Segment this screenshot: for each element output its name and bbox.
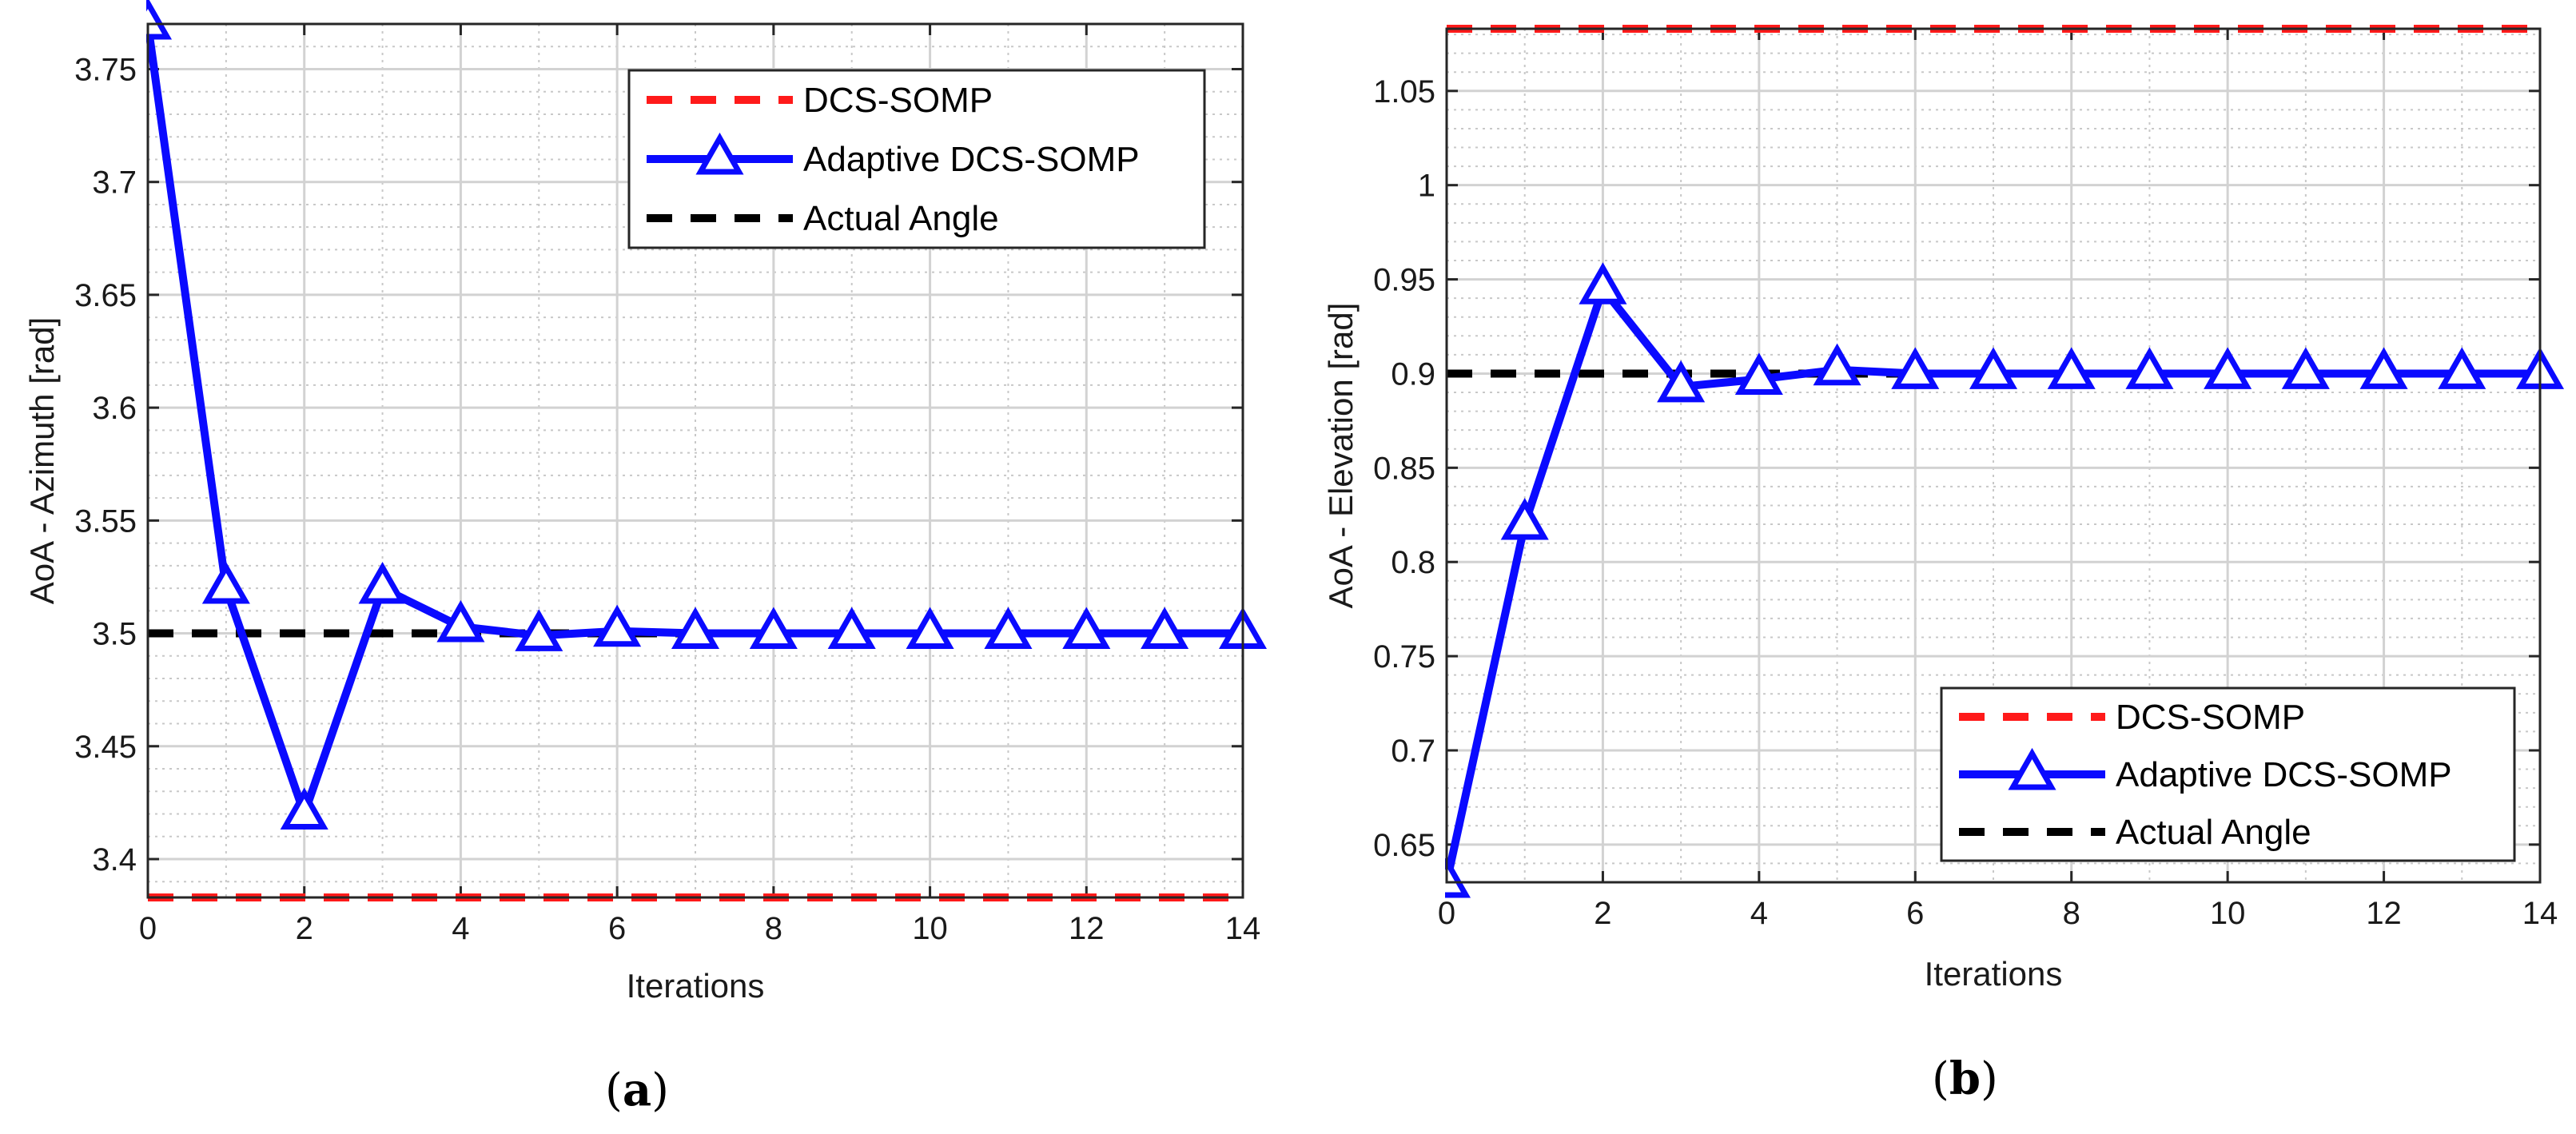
data-point <box>436 599 485 643</box>
x-tick-label: 14 <box>1225 911 1261 946</box>
x-tick-label: 6 <box>1906 896 1924 931</box>
y-tick-label: 3.55 <box>74 503 137 539</box>
data-point <box>2359 347 2408 389</box>
y-axis-label: AoA - Elevation [rad] <box>1322 303 1360 609</box>
y-tick-label: 1.05 <box>1373 74 1435 109</box>
x-tick-label: 2 <box>1594 896 1611 931</box>
y-tick-label: 3.6 <box>92 391 137 426</box>
legend: DCS-SOMP Adaptive DCS-SOMP Actual Angle <box>1940 686 2516 862</box>
x-axis-label: Iterations <box>1925 955 2063 993</box>
data-point <box>827 607 876 650</box>
data-point <box>1891 347 1940 389</box>
data-point <box>2047 347 2096 389</box>
x-tick-label: 4 <box>1750 896 1768 931</box>
y-tick-label: 3.5 <box>92 617 137 652</box>
data-point <box>1579 262 1627 304</box>
caption-close: ) <box>1981 1053 1998 1105</box>
legend: DCS-SOMP Adaptive DCS-SOMP Actual Angle <box>627 69 1206 249</box>
y-tick-label: 0.9 <box>1391 356 1435 392</box>
x-tick-label: 0 <box>1438 896 1455 931</box>
ticks: 0 2 4 6 8 10 12 14 3.4 3.45 3.5 3.55 3.6 3.65 3.7 3.75 <box>74 24 1260 946</box>
data-point <box>1062 607 1111 650</box>
legend-label: Actual Angle <box>803 199 999 238</box>
data-point <box>1813 343 1861 386</box>
legend-label: Adaptive DCS-SOMP <box>2116 755 2452 794</box>
x-tick-label: 8 <box>765 911 782 946</box>
data-point <box>906 607 954 650</box>
legend-label: Actual Angle <box>2116 813 2311 852</box>
data-point <box>671 607 720 650</box>
legend-label: DCS-SOMP <box>803 81 993 120</box>
y-tick-label: 3.7 <box>92 165 137 201</box>
data-point <box>1500 497 1549 540</box>
x-tick-label: 12 <box>2366 896 2402 931</box>
data-point <box>1445 855 1471 898</box>
chart-panel-b: 0 2 4 6 8 10 12 14 0.65 0.7 0.75 0.8 0.85 0.9 0.95 1 1.0… <box>1322 25 2565 1105</box>
x-tick-label: 14 <box>2522 896 2558 931</box>
data-point <box>2125 347 2174 389</box>
legend-marker <box>2008 747 2056 790</box>
y-tick-label: 0.95 <box>1373 263 1435 298</box>
y-tick-label: 3.65 <box>74 278 137 313</box>
data-point <box>1969 347 2018 389</box>
x-tick-label: 6 <box>608 911 626 946</box>
x-tick-label: 2 <box>296 911 313 946</box>
x-tick-label: 10 <box>912 911 948 946</box>
data-point <box>2438 347 2486 389</box>
y-tick-label: 3.75 <box>74 52 137 87</box>
y-tick-label: 0.85 <box>1373 451 1435 486</box>
legend-label: Adaptive DCS-SOMP <box>803 140 1140 179</box>
y-tick-label: 1 <box>1418 169 1435 204</box>
panel-caption: (a) <box>605 1064 669 1116</box>
data-point <box>2204 347 2252 389</box>
panel-caption: (b) <box>1932 1052 1998 1105</box>
y-axis-label: AoA - Azimuth [rad] <box>23 317 61 605</box>
y-tick-label: 3.4 <box>92 842 137 877</box>
chart-panel-a: 0 2 4 6 8 10 12 14 3.4 3.45 3.5 3.55 3.6 3.65 3.7 3.75 I… <box>23 0 1268 1116</box>
data-point <box>1657 360 1706 403</box>
data-point <box>201 561 250 604</box>
caption-close: ) <box>651 1064 669 1116</box>
data-point <box>515 609 563 651</box>
caption-letter: a <box>623 1064 651 1116</box>
data-point <box>1734 352 1783 395</box>
x-tick-label: 8 <box>2063 896 2080 931</box>
y-tick-label: 0.65 <box>1373 828 1435 863</box>
data-point <box>280 787 328 830</box>
y-tick-label: 0.75 <box>1373 639 1435 674</box>
caption-open: ( <box>1932 1053 1949 1105</box>
data-point <box>984 607 1033 650</box>
y-tick-label: 0.7 <box>1391 734 1435 769</box>
axes-box <box>146 22 1244 899</box>
x-tick-label: 0 <box>139 911 157 946</box>
data-point <box>358 561 407 604</box>
y-tick-label: 3.45 <box>74 730 137 765</box>
caption-letter: b <box>1949 1052 1981 1105</box>
data-point <box>1141 607 1189 650</box>
ticks: 0 2 4 6 8 10 12 14 0.65 0.7 0.75 0.8 0.85 0.9 0.95 1 1.0… <box>1373 29 2558 931</box>
axes-box <box>1445 27 2542 884</box>
caption-open: ( <box>605 1064 623 1116</box>
legend-label: DCS-SOMP <box>2116 698 2305 737</box>
legend-marker <box>695 132 744 175</box>
data-point <box>593 604 642 647</box>
x-tick-label: 4 <box>452 911 469 946</box>
data-point <box>2281 347 2330 389</box>
x-tick-label: 12 <box>1069 911 1105 946</box>
x-tick-label: 10 <box>2210 896 2246 931</box>
data-point <box>749 607 798 650</box>
x-axis-label: Iterations <box>627 967 765 1005</box>
y-tick-label: 0.8 <box>1391 545 1435 580</box>
